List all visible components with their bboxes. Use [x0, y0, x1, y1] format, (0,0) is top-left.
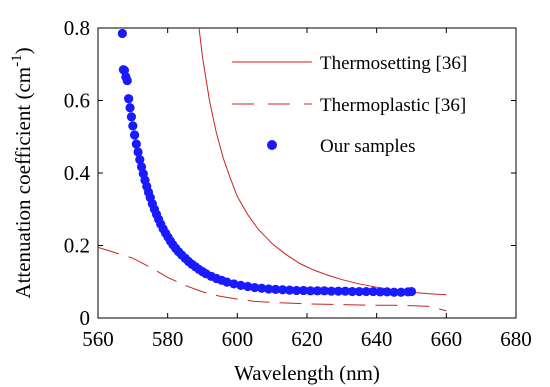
data-point — [340, 286, 350, 296]
series-layer — [98, 28, 447, 312]
data-point — [368, 286, 378, 297]
y-tick-label: 0.4 — [64, 161, 91, 185]
data-point — [312, 286, 323, 296]
data-point — [136, 162, 147, 172]
x-axis-label: Wavelength (nm) — [234, 361, 380, 385]
legend: Thermosetting [36] Thermoplastic [36] Our … — [232, 53, 467, 157]
data-point — [229, 279, 239, 289]
x-tick-label: 560 — [82, 327, 114, 351]
y-axis: 0 0.2 0.4 0.6 0.8 — [64, 16, 516, 330]
data-point — [264, 284, 274, 294]
data-point — [291, 285, 302, 296]
data-point — [117, 28, 127, 39]
series-line-thermoplastic-36 — [98, 246, 447, 312]
x-tick-label: 620 — [291, 327, 323, 351]
data-point — [135, 154, 145, 165]
data-point — [319, 286, 330, 296]
data-point — [396, 287, 406, 297]
x-tick-label: 580 — [152, 327, 184, 351]
data-point — [347, 286, 357, 297]
data-point — [375, 287, 385, 297]
data-point — [389, 287, 399, 297]
data-point — [131, 139, 141, 149]
data-point — [271, 284, 281, 294]
x-tick-label: 640 — [361, 327, 393, 351]
y-axis-label: Attenuation coefficient (cm-1) — [9, 47, 35, 298]
data-point — [128, 121, 138, 131]
legend-label: Thermoplastic [36] — [320, 95, 466, 116]
x-tick-label: 680 — [500, 327, 532, 351]
data-point — [125, 103, 135, 113]
legend-label: Our samples — [320, 136, 416, 157]
y-axis-label-close: ) — [11, 47, 35, 54]
data-point — [361, 286, 371, 297]
series-our-samples — [117, 28, 417, 297]
data-point — [326, 286, 336, 296]
data-point — [382, 287, 392, 297]
data-point — [333, 286, 343, 296]
data-point — [243, 281, 253, 292]
data-point — [222, 277, 232, 287]
data-point — [278, 285, 288, 295]
y-tick-label: 0 — [80, 306, 91, 330]
data-point — [122, 75, 132, 86]
y-tick-label: 0.6 — [64, 89, 90, 113]
data-point — [124, 94, 134, 104]
y-axis-label-main: Attenuation coefficient (cm — [11, 67, 35, 299]
legend-label: Thermosetting [36] — [320, 53, 467, 74]
data-point — [133, 147, 143, 157]
data-point — [284, 285, 295, 295]
data-point — [129, 130, 140, 140]
y-axis-label-superscript: -1 — [9, 54, 25, 67]
data-point — [257, 283, 267, 293]
x-axis: 560 580 600 620 640 660 680 — [82, 28, 532, 351]
data-point — [126, 112, 137, 122]
data-point — [354, 286, 364, 297]
data-point — [305, 286, 316, 296]
data-point — [406, 286, 417, 297]
data-point — [236, 280, 246, 290]
y-tick-label: 0.2 — [64, 234, 90, 258]
y-tick-label: 0.8 — [64, 16, 90, 40]
data-point — [298, 285, 309, 296]
x-tick-label: 600 — [222, 327, 254, 351]
legend-swatch — [267, 140, 277, 150]
data-point — [250, 282, 260, 293]
x-tick-label: 660 — [431, 327, 463, 351]
